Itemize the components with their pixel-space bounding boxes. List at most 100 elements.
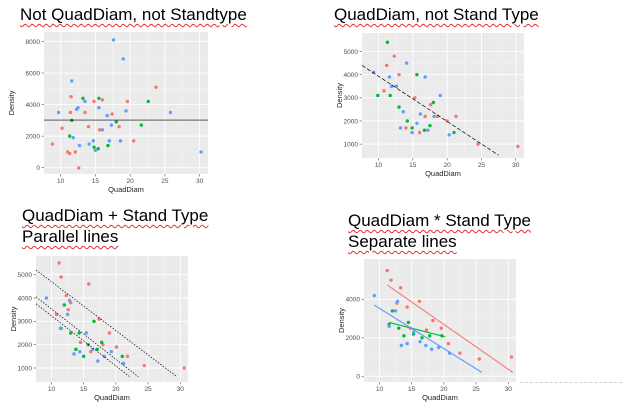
data-point-red [516, 144, 520, 149]
data-point-blue [65, 312, 70, 317]
data-point-blue [100, 128, 105, 132]
data-point-green [420, 336, 424, 340]
data-point-blue [105, 113, 109, 118]
data-point-red [107, 331, 112, 335]
data-point-green [427, 334, 432, 338]
data-point-red [110, 112, 114, 116]
data-point-red [417, 299, 422, 303]
data-point-blue [83, 99, 87, 104]
data-point-blue [398, 126, 403, 130]
y-tick-label: 3000 [18, 319, 33, 326]
title-plot-1: Not QuadDiam, not Standtype [20, 4, 247, 25]
data-point-green [385, 40, 390, 44]
data-point-red [97, 128, 102, 132]
x-tick-label: 15 [408, 386, 416, 393]
x-tick-label: 30 [196, 178, 204, 185]
data-point-red [89, 349, 93, 354]
x-tick-label: 30 [512, 162, 520, 169]
data-point-red [73, 150, 77, 154]
fit-line-green [388, 321, 446, 338]
x-tick-label: 10 [375, 162, 383, 169]
x-tick-label: 20 [440, 386, 448, 393]
y-tick-label: 0 [36, 165, 40, 172]
x-tick-label: 20 [127, 178, 135, 185]
y-tick-label: 5000 [344, 49, 359, 56]
data-point-red [454, 114, 458, 119]
data-point-green [95, 347, 99, 352]
data-point-red [404, 126, 408, 130]
data-point-green [62, 303, 67, 307]
x-axis-title: QuadDiam [425, 169, 461, 178]
data-point-green [120, 354, 125, 359]
x-tick-label: 10 [57, 178, 65, 185]
data-point-red [399, 286, 403, 290]
data-point-red [446, 341, 451, 346]
fit-line-red [386, 284, 514, 373]
x-tick-label: 25 [161, 178, 169, 185]
y-tick-label: 8000 [26, 39, 41, 46]
x-tick-label: 25 [144, 386, 152, 393]
data-point-red [66, 307, 70, 312]
data-point-green [390, 309, 395, 313]
data-point-blue [410, 130, 414, 135]
data-point-blue [401, 110, 405, 114]
title-plot-1-text: Not QuadDiam, not Standtype [20, 5, 247, 24]
data-point-red [389, 278, 393, 282]
data-point-blue [77, 143, 82, 148]
data-point-blue [71, 136, 75, 140]
data-point-red [392, 54, 396, 58]
data-point-red [439, 326, 443, 330]
x-axis-title: QuadDiam [94, 393, 130, 402]
x-tick-label: 10 [376, 386, 384, 393]
data-point-red [413, 96, 417, 100]
data-point-blue [97, 106, 101, 110]
x-tick-label: 15 [92, 178, 100, 185]
data-point-red [117, 124, 121, 129]
data-point-blue [90, 347, 95, 352]
data-point-red [382, 89, 386, 93]
fit-line-black [35, 269, 178, 378]
data-point-red [57, 261, 61, 265]
data-point-blue [395, 299, 400, 303]
y-tick-label: 4000 [344, 72, 359, 79]
data-point-green [388, 93, 392, 98]
title-plot-4-line-2: Separate lines [348, 232, 457, 251]
data-point-blue [107, 139, 112, 143]
data-point-green [376, 93, 380, 98]
data-point-green [69, 331, 73, 335]
plot-panel [364, 259, 516, 382]
data-point-red [83, 110, 87, 115]
data-point-green [97, 96, 101, 100]
data-point-green [422, 128, 427, 132]
y-tick-label: 2000 [26, 133, 41, 140]
x-tick-label: 25 [472, 386, 480, 393]
data-point-blue [124, 109, 128, 113]
data-point-green [431, 100, 436, 105]
data-point-green [402, 334, 406, 338]
data-point-blue [424, 343, 428, 348]
data-point-green [68, 134, 72, 138]
title-plot-2: QuadDiam, not Stand Type [334, 4, 539, 25]
plot-1: 10 15 20 25 30 0 2000 4000 6000 8000 QuadDiam Densi… [7, 32, 208, 194]
y-tick-label: 1000 [344, 141, 359, 148]
plot-panel [44, 32, 208, 174]
data-point-green [397, 105, 401, 109]
data-point-red [92, 99, 96, 104]
fit-line-black [35, 303, 131, 378]
data-point-red [182, 366, 186, 370]
data-point-blue [168, 110, 173, 115]
data-point-blue [87, 142, 91, 146]
data-point-blue [91, 139, 96, 143]
data-point-red [477, 357, 481, 361]
data-point-blue [418, 339, 422, 344]
data-point-red [60, 126, 64, 130]
y-tick-label: 6000 [26, 70, 41, 77]
data-point-blue [58, 326, 63, 331]
y-axis-title: Density [9, 306, 18, 331]
data-point-red [68, 151, 72, 156]
data-point-green [92, 319, 96, 324]
data-point-blue [76, 106, 80, 110]
data-point-green [405, 119, 410, 123]
data-point-blue [387, 75, 392, 79]
data-point-red [114, 345, 119, 349]
